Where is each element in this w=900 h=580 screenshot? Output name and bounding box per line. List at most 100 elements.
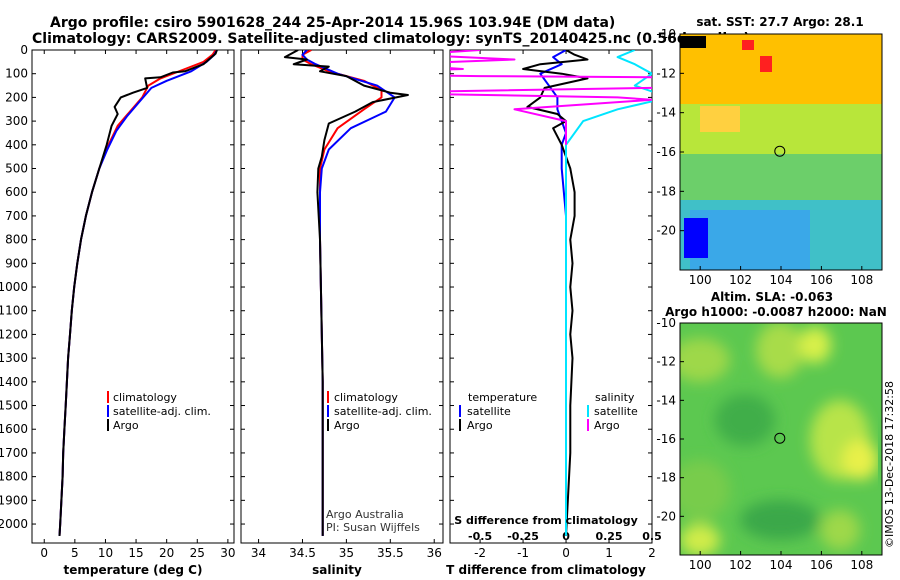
depth-tick-label: 400 [5,138,28,152]
x-tick-label: 2 [648,546,656,560]
sst-map-title: sat. SST: 27.7 Argo: 28.1 [696,15,863,29]
legend-temperature-title: temperature [468,391,537,404]
map-x-tick-label: 106 [810,558,833,572]
depth-tick-label: 1600 [0,422,28,436]
depth-tick-label: 1100 [0,304,28,318]
depth-tick-label: 300 [5,114,28,128]
sla-map: Altim. SLA: -0.063 Argo h1000: -0.0087 h… [656,290,886,572]
x-tick-label: 20 [159,546,174,560]
x-tick-label: -1 [517,546,529,560]
map-y-tick-label: -14 [656,393,676,407]
sst-map-axes: 100 102 104 106 108 -10 -12 -14 -16 -18 -20 [656,27,873,287]
salinity-panel: 34 34.5 35 35.5 36 climatology satellite-adj… [240,49,444,577]
x-tick-label: 15 [128,546,143,560]
difference-series [450,50,652,536]
sla-map-field [680,323,882,555]
series-line-argo [283,50,409,536]
footer-vertical-stamp: ©IMOS 13-Dec-2018 17:32:58 [883,381,896,548]
title-line-2: Climatology: CARS2009. Satellite-adjuste… [32,31,750,47]
x-tick-label: 5 [71,546,79,560]
temperature-x-axis: 0 5 10 15 20 25 30 [40,50,236,560]
map-y-tick-label: -14 [656,106,676,120]
x-tick-label: 35.5 [377,546,404,560]
difference-legend: temperature satellite Argo salinity sate… [459,391,638,432]
s-diff-tick-label: -0.5 [468,530,492,543]
map-y-tick-label: -10 [656,316,676,330]
salinity-x-label: salinity [312,563,362,577]
map-y-tick-label: -12 [656,66,676,80]
legend-salinity-title: salinity [595,391,635,404]
argo-australia-note: Argo Australia [326,508,404,521]
difference-axes-frame [449,49,653,544]
x-tick-label: 0 [40,546,48,560]
map-y-tick-label: -20 [656,509,676,523]
temperature-x-label: temperature (deg C) [64,563,203,577]
legend-climatology-label: climatology [113,391,177,404]
depth-tick-label: 700 [5,209,28,223]
s-diff-tick-label: 0 [562,530,570,543]
s-diff-tick-label: -0.25 [507,530,539,543]
temperature-series [58,50,218,536]
map-x-tick-label: 104 [770,273,793,287]
legend-s-argo-label: Argo [594,419,620,432]
s-diff-tick-label: 0.5 [642,530,662,543]
s-difference-x-axis: -0.5 -0.25 0 0.25 0.5 [468,530,662,543]
depth-tick-label: 1800 [0,470,28,484]
legend-s-satellite-label: satellite [594,405,638,418]
depth-tick-label: 900 [5,256,28,270]
x-tick-label: 1 [605,546,613,560]
depth-tick-label: 2000 [0,517,28,531]
sla-map-axes: 100 102 104 106 108 -10 -12 -14 -16 -18 -20 [656,316,873,572]
map-y-tick-label: -20 [656,224,676,238]
depth-tick-label: 1400 [0,375,28,389]
temperature-legend: climatology satellite-adj. clim. Argo [107,391,211,432]
map-x-tick-label: 102 [729,273,752,287]
salinity-legend: climatology satellite-adj. clim. Argo [327,391,432,432]
t-difference-x-axis: -2 -1 0 1 2 [474,50,656,560]
x-tick-label: 34 [251,546,266,560]
depth-tick-label: 0 [20,43,28,57]
depth-tick-label: 800 [5,233,28,247]
series-line-s-argo [450,50,652,145]
depth-axis: 0 100 200 300 400 500 600 700 800 900 1000 1100 1200… [0,43,234,531]
x-tick-label: 34.5 [289,546,316,560]
map-x-tick-label: 108 [850,273,873,287]
sst-argo-location-marker [774,145,786,157]
depth-tick-label: 600 [5,185,28,199]
map-y-tick-label: -16 [656,432,676,446]
s-difference-x-label: S difference from climatology [454,514,638,527]
temperature-axes-frame [31,49,235,544]
legend-satellite-adj-label: satellite-adj. clim. [334,405,432,418]
map-x-tick-label: 108 [850,558,873,572]
x-tick-label: 0 [562,546,570,560]
depth-tick-label: 1200 [0,327,28,341]
x-tick-label: 36 [427,546,442,560]
depth-tick-label: 1900 [0,493,28,507]
s-diff-tick-label: 0.25 [595,530,622,543]
salinity-series [283,50,409,536]
series-line-s-satellite [565,50,652,536]
pi-note: PI: Susan Wijffels [326,521,420,534]
map-y-tick-label: -18 [656,184,676,198]
legend-climatology-label: climatology [334,391,398,404]
x-tick-label: 30 [220,546,235,560]
map-x-tick-label: 100 [689,273,712,287]
map-y-tick-label: -10 [656,27,676,41]
sla-map-title-line-1: Altim. SLA: -0.063 [711,290,833,304]
depth-tick-label: 1300 [0,351,28,365]
depth-tick-label: 500 [5,162,28,176]
map-x-tick-label: 100 [689,558,712,572]
title-line-1: Argo profile: csiro 5901628_244 25-Apr-2… [50,15,615,31]
depth-tick-label: 200 [5,90,28,104]
map-x-tick-label: 102 [729,558,752,572]
legend-satellite-adj-label: satellite-adj. clim. [113,405,211,418]
legend-t-satellite-label: satellite [467,405,511,418]
sla-argo-location-marker [774,432,786,444]
t-difference-x-label: T difference from climatology [446,563,646,577]
x-tick-label: 35 [339,546,354,560]
sst-map: sat. SST: 27.7 Argo: 28.1 100 102 104 106 10… [656,15,883,287]
map-y-tick-label: -18 [656,471,676,485]
legend-t-argo-label: Argo [467,419,493,432]
depth-tick-label: 1700 [0,446,28,460]
difference-panel: -2 -1 0 1 2 -0.5 -0.25 0 0.25 0.5 temperature sa… [446,49,662,577]
